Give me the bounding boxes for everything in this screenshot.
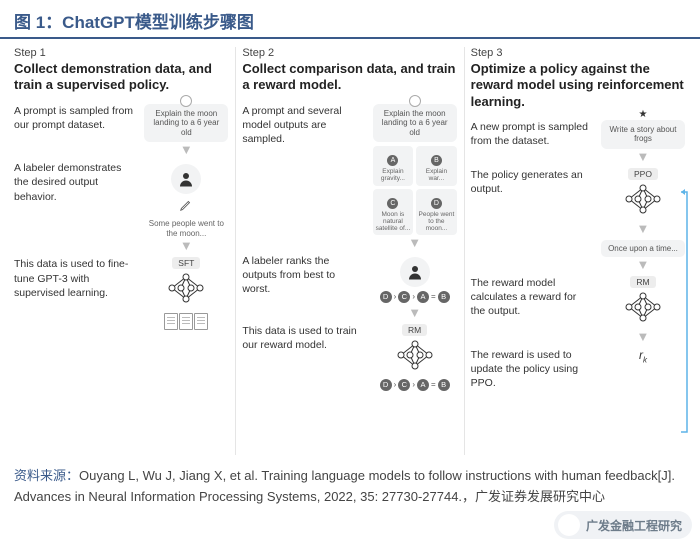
model-label: RM (630, 276, 655, 288)
step-number: Step 3 (471, 47, 686, 59)
row-visual: D› C› A= B ▼ (372, 254, 458, 320)
step-number: Step 2 (242, 47, 457, 59)
option-a: AExplain gravity... (373, 146, 414, 185)
pen-icon (179, 198, 193, 217)
step-number: Step 1 (14, 47, 229, 59)
step1-row-model: This data is used to fine-tune GPT-3 wit… (14, 257, 229, 330)
arrow-down-icon: ▼ (637, 222, 650, 235)
step1-row-labeler: A labeler demonstrates the desired outpu… (14, 161, 229, 253)
row-text: The reward model calculates a reward for… (471, 276, 592, 319)
row-visual: Some people went to the moon... ▼ (143, 161, 229, 253)
step-title: Optimize a policy against the reward mod… (471, 61, 686, 110)
step2-row-prompt: A prompt and several model outputs are s… (242, 104, 457, 250)
arrow-down-icon: ▼ (180, 239, 193, 252)
step3-row-update: The reward is used to update the policy … (471, 348, 686, 391)
watermark-text: 广发金融工程研究 (586, 517, 682, 534)
figure-title: 图 1：ChatGPT模型训练步骤图 (14, 8, 686, 33)
row-text: This data is used to fine-tune GPT-3 wit… (14, 257, 135, 300)
source-text: Ouyang L, Wu J, Jiang X, et al. Training… (14, 468, 675, 504)
arrow-down-icon: ▼ (408, 236, 421, 249)
options-grid: AExplain gravity... BExplain war... CMoo… (373, 146, 457, 235)
row-text: A prompt and several model outputs are s… (242, 104, 363, 147)
ranking-display: D› C› A= B (380, 379, 450, 391)
step2-row-model: This data is used to train our reward mo… (242, 324, 457, 393)
step-title: Collect comparison data, and train a rew… (242, 61, 457, 94)
figure-header: 图 1：ChatGPT模型训练步骤图 (0, 0, 700, 39)
neural-net-icon (621, 292, 665, 327)
row-visual: SFT (143, 257, 229, 330)
step1-row-prompt: A prompt is sampled from our prompt data… (14, 104, 229, 158)
model-label: SFT (172, 257, 200, 269)
row-text: This data is used to train our reward mo… (242, 324, 363, 352)
arrow-down-icon: ▼ (408, 306, 421, 319)
row-visual: Explain the moon landing to a 6 year old… (143, 104, 229, 158)
neural-net-icon (621, 184, 665, 219)
step-1-column: Step 1 Collect demonstration data, and t… (8, 47, 236, 455)
row-text: A labeler ranks the outputs from best to… (242, 254, 363, 297)
watermark: 广发金融工程研究 (554, 511, 692, 539)
arrow-down-icon: ▼ (637, 150, 650, 163)
labeler-icon (400, 257, 430, 287)
prompt-box: Explain the moon landing to a 6 year old (373, 104, 457, 143)
step3-row-reward: The reward model calculates a reward for… (471, 276, 686, 344)
labeler-caption: Some people went to the moon... (146, 219, 226, 238)
documents-icon (164, 313, 208, 330)
prompt-box: Write a story about frogs (601, 120, 685, 149)
option-b: BExplain war... (416, 146, 457, 185)
diagram-content: Step 1 Collect demonstration data, and t… (0, 39, 700, 459)
step-title: Collect demonstration data, and train a … (14, 61, 229, 94)
neural-net-icon (393, 340, 437, 375)
reward-symbol: rk (639, 348, 647, 364)
row-visual: Write a story about frogs ▼ (600, 120, 686, 164)
watermark-logo-icon (558, 514, 580, 536)
loop-arrow-icon (672, 187, 690, 437)
row-text: A prompt is sampled from our prompt data… (14, 104, 135, 132)
option-c: CMoon is natural satellite of... (373, 189, 414, 235)
row-visual: RM D› C› A= B (372, 324, 458, 393)
step3-row-policy: The policy generates an output. PPO ▼ (471, 168, 686, 236)
row-text: The policy generates an output. (471, 168, 592, 196)
arrow-down-icon: ▼ (180, 143, 193, 156)
option-d: DPeople went to the moon... (416, 189, 457, 235)
source-label: 资料来源： (14, 468, 79, 483)
step-2-column: Step 2 Collect comparison data, and trai… (236, 47, 464, 455)
model-label: PPO (628, 168, 658, 180)
arrow-down-icon: ▼ (637, 330, 650, 343)
step3-row-output: Once upon a time... ▼ (471, 240, 686, 272)
row-text: A labeler demonstrates the desired outpu… (14, 161, 135, 204)
row-text: A new prompt is sampled from the dataset… (471, 120, 592, 148)
labeler-icon (171, 164, 201, 194)
neural-net-icon (164, 273, 208, 308)
prompt-box: Explain the moon landing to a 6 year old (144, 104, 228, 143)
step-3-column: Step 3 Optimize a policy against the rew… (465, 47, 692, 455)
arrow-down-icon: ▼ (637, 258, 650, 271)
step2-row-rank: A labeler ranks the outputs from best to… (242, 254, 457, 320)
source-footer: 资料来源：Ouyang L, Wu J, Jiang X, et al. Tra… (0, 459, 700, 514)
row-text: The reward is used to update the policy … (471, 348, 592, 391)
model-label: RM (402, 324, 427, 336)
step3-row-prompt: A new prompt is sampled from the dataset… (471, 120, 686, 164)
ranking-display: D› C› A= B (380, 291, 450, 303)
row-visual: Explain the moon landing to a 6 year old… (372, 104, 458, 250)
